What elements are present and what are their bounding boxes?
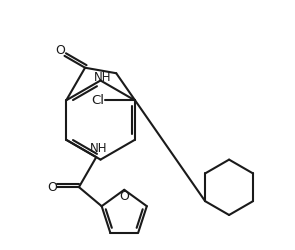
Text: NH: NH [94, 71, 112, 84]
Text: O: O [47, 180, 57, 194]
Text: O: O [119, 190, 129, 203]
Text: O: O [56, 44, 65, 58]
Text: Cl: Cl [92, 94, 105, 107]
Text: NH: NH [89, 142, 107, 155]
